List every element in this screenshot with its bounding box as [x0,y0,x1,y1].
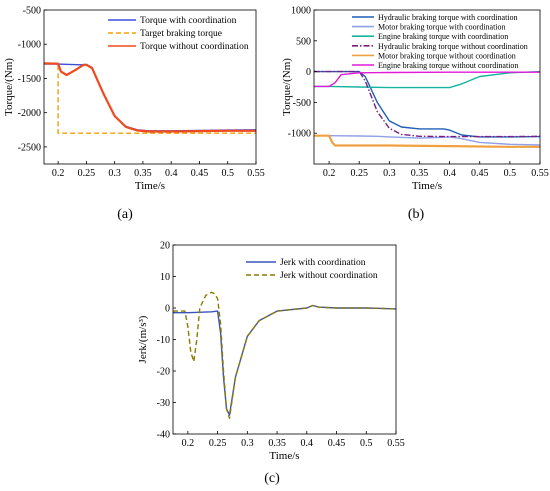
y-tick-label-a-2: -1500 [18,74,41,85]
y-axis-label-c: Jerk/(m/s³) [137,315,149,363]
x-tick-label-a-3: 0.35 [134,168,152,179]
series-line-b-1 [314,134,541,146]
series-line-b-3 [314,70,541,138]
x-tick-label-a-0: 0.2 [52,168,65,179]
series-line-b-0 [314,70,541,138]
caption-b: (b) [408,207,425,222]
x-tick-label-a-2: 0.3 [108,168,121,179]
x-tick-label-c-7: 0.55 [387,438,405,449]
plot-frame-b [313,9,541,165]
series-line-c-0 [173,304,397,416]
y-tick-label-a-0: -500 [23,6,41,17]
y-tick-label-a-4: -2500 [18,142,41,153]
chart-c: 0.2 0.25 0.3 0.35 0.4 0.45 0.5 0.55 20 10 0 -10 -20 -… [137,241,405,463]
y-tick-label-b-3: -500 [293,98,311,109]
x-tick-label-b-2: 0.3 [383,168,396,179]
caption-a: (a) [117,207,133,222]
chart-b: 0.2 0.25 0.3 0.35 0.4 0.45 0.5 0.55 1000 500 0 -500… [281,6,549,193]
legend-label-b-1: Motor braking torque with coordination [378,23,506,32]
y-tick-label-c-3: -10 [157,335,170,346]
series-line-a-1 [44,62,256,134]
x-tick-label-b-3: 0.35 [411,168,429,179]
series-line-b-4 [314,134,540,148]
x-tick-label-a-7: 0.55 [247,168,265,179]
x-tick-label-a-5: 0.45 [191,168,209,179]
x-axis-label-b: Time/s [412,180,442,192]
x-tick-label-c-0: 0.2 [182,438,195,449]
legend-label-c-0: Jerk with coordination [280,258,366,268]
legend-label-a-0: Torque with coordination [140,16,237,26]
x-tick-label-c-4: 0.4 [301,438,314,449]
series-line-b-2 [314,70,541,89]
x-tick-label-c-5: 0.45 [328,438,346,449]
legend-label-a-1: Target braking torque [140,29,222,39]
y-axis-label-b: Torque/(Nm) [281,58,293,116]
chart-a: 0.2 0.25 0.3 0.35 0.4 0.45 0.5 0.55 -500 -1000 -15… [3,6,265,193]
x-tick-label-b-1: 0.25 [350,168,368,179]
x-tick-label-b-4: 0.4 [443,168,456,179]
x-tick-label-c-6: 0.5 [360,438,373,449]
x-tick-label-c-1: 0.25 [209,438,227,449]
x-tick-label-a-4: 0.4 [165,168,178,179]
x-axis-label-c: Time/s [269,450,299,462]
y-tick-label-c-6: -40 [157,430,170,441]
x-tick-label-b-0: 0.2 [323,168,336,179]
y-tick-label-b-0: 1000 [291,6,311,17]
legend-label-b-4: Motor braking torque without coordinatio… [378,51,516,60]
caption-c: (c) [264,471,280,486]
plot-frame-a [43,9,257,165]
x-tick-label-b-6: 0.5 [504,168,517,179]
series-line-c-1 [173,291,397,419]
y-axis-label-a: Torque/(Nm) [3,58,15,116]
y-tick-label-b-4: -1000 [288,129,311,140]
legend-label-b-0: Hydraulic braking torque with coordinati… [378,13,518,22]
y-tick-label-a-3: -2000 [18,108,41,119]
y-tick-label-c-4: -20 [157,367,170,378]
legend-label-b-3: Hydraulic braking torque without coordin… [378,42,528,51]
y-tick-label-b-1: 500 [296,36,311,47]
series-line-a-2 [43,62,256,133]
y-tick-label-c-5: -30 [157,398,170,409]
x-tick-label-b-5: 0.45 [471,168,489,179]
legend-label-b-5: Engine braking torque without coordinati… [378,61,518,70]
x-axis-label-a: Time/s [135,180,165,192]
series-line-b-5 [314,71,540,88]
y-tick-label-a-1: -1000 [18,40,41,51]
series-line-a-0 [44,63,257,132]
x-tick-label-c-2: 0.3 [241,438,254,449]
x-tick-label-a-6: 0.5 [221,168,234,179]
y-tick-label-c-2: 0 [165,304,170,315]
legend-label-c-1: Jerk without coordination [280,271,378,281]
legend-label-a-2: Torque without coordination [140,42,249,52]
x-tick-label-b-7: 0.55 [531,168,549,179]
y-tick-label-b-2: 0 [306,67,311,78]
y-tick-label-c-1: 10 [160,272,170,283]
x-tick-label-c-3: 0.35 [268,438,286,449]
y-tick-label-c-0: 20 [160,241,170,252]
x-tick-label-a-1: 0.25 [78,168,96,179]
legend-label-b-2: Engine braking torque with coordination [378,32,508,41]
